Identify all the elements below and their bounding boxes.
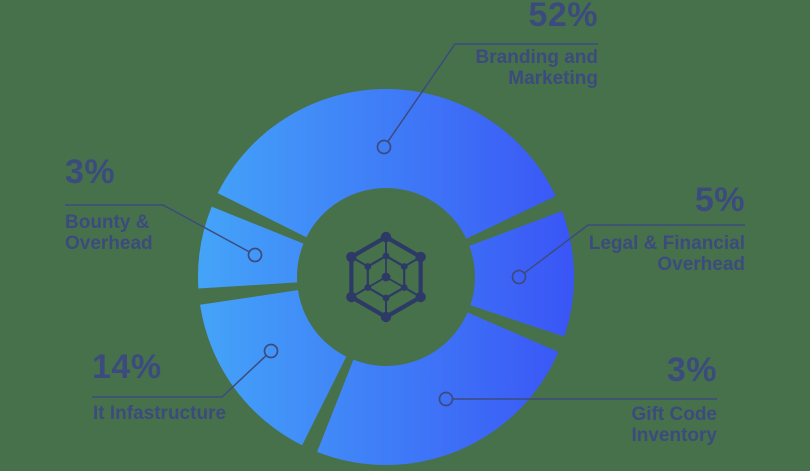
donut-segments <box>197 89 574 465</box>
icon-center-node <box>381 272 391 282</box>
leader-dot-branding <box>376 139 392 155</box>
segment-pct-bounty: 3% <box>65 153 116 191</box>
segment-label-line: Overhead <box>657 254 745 275</box>
icon-node <box>400 284 408 291</box>
leader-line-it <box>92 354 267 398</box>
icon-node <box>382 294 390 302</box>
icon-node <box>415 251 426 263</box>
leader-dot-it <box>263 343 279 359</box>
leader-line-branding <box>387 43 598 143</box>
segment-label-gift-code: Gift Code Inventory <box>631 404 717 446</box>
leader-lines <box>65 43 745 407</box>
leader-line-bounty <box>65 204 250 253</box>
icon-node <box>380 231 392 243</box>
segment-pct-it-infrastructure: 14% <box>92 348 162 386</box>
segment-label-line: Branding and <box>475 47 598 68</box>
segment-label-line: Inventory <box>631 425 717 446</box>
segment-pct-gift-code: 3% <box>666 351 717 389</box>
donut-segment-legal <box>469 211 574 337</box>
icon-node <box>346 291 357 303</box>
leader-dot-legal <box>511 269 527 285</box>
segment-label-bounty: Bounty & Overhead <box>65 212 153 254</box>
icon-node <box>380 311 392 323</box>
leader-dot-gift <box>438 391 454 407</box>
donut-segment-gift <box>317 312 559 465</box>
donut-segment-it <box>200 290 347 446</box>
segment-label-line: Bounty & <box>65 212 150 233</box>
icon-node <box>346 251 357 263</box>
icon-node <box>400 263 408 270</box>
leader-line-legal <box>523 224 745 274</box>
donut-segment-bounty <box>197 206 304 289</box>
segment-label-line: Legal & Financial <box>588 233 745 254</box>
segment-label-it-infrastructure: It Infastructure <box>93 403 226 424</box>
segment-label-line: It Infastructure <box>93 403 227 424</box>
icon-node <box>382 252 390 260</box>
segment-label-legal: Legal & Financial Overhead <box>589 233 745 275</box>
icon-node <box>364 263 372 270</box>
segment-label-line: Overhead <box>65 233 153 254</box>
icon-node <box>364 284 372 291</box>
segment-label-line: Gift Code <box>631 404 718 425</box>
segment-pct-branding: 52% <box>528 0 598 34</box>
segment-pct-legal: 5% <box>694 181 745 219</box>
icon-node <box>415 291 426 303</box>
segment-label-line: Marketing <box>508 68 598 89</box>
segment-label-branding: Branding and Marketing <box>476 47 598 89</box>
leader-dot-bounty <box>247 247 263 263</box>
center-network-icon <box>346 231 426 323</box>
donut-segment-branding <box>217 89 556 239</box>
